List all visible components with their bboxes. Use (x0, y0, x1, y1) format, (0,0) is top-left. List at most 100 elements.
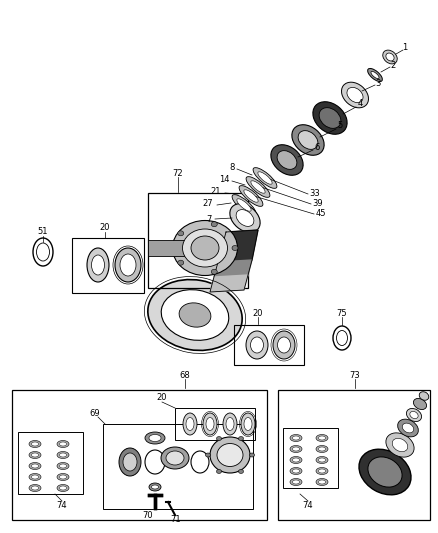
Text: 73: 73 (350, 370, 360, 379)
Ellipse shape (246, 331, 268, 359)
Ellipse shape (316, 446, 328, 453)
Ellipse shape (57, 451, 69, 458)
Bar (103, 424, 253, 509)
Ellipse shape (29, 473, 41, 481)
Ellipse shape (293, 436, 300, 440)
Ellipse shape (290, 456, 302, 464)
Ellipse shape (186, 417, 194, 431)
Ellipse shape (166, 451, 184, 465)
Ellipse shape (149, 483, 161, 491)
Ellipse shape (318, 447, 325, 451)
Polygon shape (218, 230, 258, 262)
Ellipse shape (251, 181, 265, 193)
Ellipse shape (342, 82, 368, 108)
Ellipse shape (316, 479, 328, 486)
Ellipse shape (226, 417, 234, 431)
Text: 72: 72 (173, 168, 184, 177)
Ellipse shape (216, 437, 222, 441)
Text: 45: 45 (316, 208, 326, 217)
Polygon shape (210, 275, 248, 292)
Ellipse shape (419, 392, 429, 400)
Ellipse shape (210, 437, 250, 473)
Ellipse shape (319, 108, 341, 128)
Ellipse shape (149, 434, 161, 441)
Ellipse shape (239, 470, 244, 473)
Ellipse shape (178, 231, 184, 236)
Bar (278, 390, 430, 520)
Ellipse shape (161, 289, 229, 340)
Ellipse shape (359, 449, 411, 495)
Text: 8: 8 (230, 164, 235, 173)
Ellipse shape (60, 475, 67, 479)
Ellipse shape (277, 151, 297, 169)
Ellipse shape (316, 467, 328, 474)
Ellipse shape (239, 185, 263, 206)
Text: 51: 51 (38, 228, 48, 237)
Ellipse shape (251, 337, 264, 353)
Text: 7: 7 (206, 214, 212, 223)
Ellipse shape (244, 190, 258, 202)
Ellipse shape (258, 172, 272, 184)
Ellipse shape (29, 451, 41, 458)
Ellipse shape (271, 145, 303, 175)
Ellipse shape (236, 209, 254, 227)
Ellipse shape (32, 475, 39, 479)
Ellipse shape (29, 484, 41, 491)
Text: 74: 74 (303, 500, 313, 510)
Text: 71: 71 (171, 514, 181, 523)
Text: 20: 20 (100, 223, 110, 232)
Ellipse shape (173, 221, 237, 276)
Ellipse shape (60, 464, 67, 468)
Text: 21: 21 (211, 188, 221, 197)
Ellipse shape (57, 440, 69, 448)
Ellipse shape (386, 53, 394, 61)
Ellipse shape (290, 446, 302, 453)
Ellipse shape (410, 411, 418, 418)
Ellipse shape (60, 486, 67, 490)
Ellipse shape (32, 486, 39, 490)
Ellipse shape (145, 432, 165, 444)
Text: 74: 74 (57, 500, 67, 510)
Ellipse shape (237, 199, 251, 211)
Ellipse shape (161, 447, 189, 469)
Ellipse shape (241, 413, 255, 435)
Ellipse shape (293, 458, 300, 462)
Ellipse shape (148, 280, 242, 350)
Text: 70: 70 (143, 511, 153, 520)
Ellipse shape (406, 408, 421, 422)
Text: 14: 14 (219, 175, 229, 184)
Ellipse shape (211, 222, 217, 227)
Ellipse shape (347, 87, 363, 103)
Ellipse shape (290, 434, 302, 441)
Polygon shape (214, 260, 252, 277)
Ellipse shape (232, 246, 238, 251)
Ellipse shape (273, 331, 295, 359)
Ellipse shape (232, 195, 256, 215)
Ellipse shape (278, 337, 290, 353)
Text: 1: 1 (403, 44, 408, 52)
Ellipse shape (246, 176, 270, 197)
Ellipse shape (298, 131, 318, 149)
Text: 39: 39 (313, 198, 323, 207)
Text: 68: 68 (180, 370, 191, 379)
Ellipse shape (316, 434, 328, 441)
Ellipse shape (60, 453, 67, 457)
Ellipse shape (313, 102, 347, 134)
Text: 3: 3 (375, 78, 381, 87)
Ellipse shape (32, 453, 39, 457)
Ellipse shape (318, 469, 325, 473)
Ellipse shape (403, 423, 413, 433)
Ellipse shape (179, 303, 211, 327)
Ellipse shape (293, 480, 300, 484)
Text: 2: 2 (390, 61, 396, 69)
Ellipse shape (183, 229, 227, 267)
Ellipse shape (120, 254, 136, 276)
Ellipse shape (123, 453, 137, 471)
Ellipse shape (398, 419, 418, 437)
Text: 6: 6 (314, 142, 320, 151)
Ellipse shape (115, 248, 141, 282)
Ellipse shape (178, 260, 184, 265)
Ellipse shape (250, 453, 254, 457)
Text: 33: 33 (310, 189, 320, 198)
Ellipse shape (318, 436, 325, 440)
